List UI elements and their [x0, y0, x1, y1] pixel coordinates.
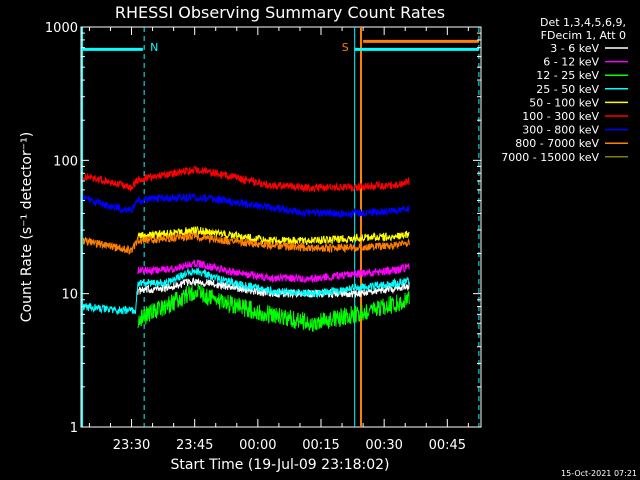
x-tick-label: 00:30 — [365, 438, 402, 453]
legend-label: 25 - 50 keV — [536, 83, 599, 96]
x-tick-label: 23:45 — [176, 438, 213, 453]
x-tick-label: 00:00 — [239, 438, 276, 453]
y-tick-label: 10 — [61, 288, 78, 303]
legend-label: 7000 - 15000 keV — [501, 151, 599, 164]
x-tick-label: 23:30 — [113, 438, 150, 453]
x-tick-label: 00:15 — [302, 438, 339, 453]
x-tick-label: 00:45 — [429, 438, 466, 453]
annotation-s: S — [342, 41, 349, 54]
x-axis-label: Start Time (19-Jul-09 23:18:02) — [170, 457, 389, 473]
legend-label: 50 - 100 keV — [529, 96, 599, 109]
series-4 — [137, 225, 410, 246]
series-1 — [137, 259, 410, 284]
legend-label: 800 - 7000 keV — [515, 137, 599, 150]
y-tick-label: 1 — [70, 421, 78, 436]
tick-layer: 23:30 23:45 00:00 00:15 00:30 00:45 1 10 100 1000 — [45, 21, 481, 453]
series-3 — [82, 266, 410, 316]
y-tick-label: 1000 — [45, 21, 78, 36]
y-axis-label: Count Rate (s⁻¹ detector⁻¹) — [19, 132, 35, 322]
legend-header-line: FDecim 1, Att 0 — [541, 29, 626, 42]
chart-title: RHESSI Observing Summary Count Rates — [115, 3, 445, 22]
plot-frame — [80, 26, 482, 428]
series-layer — [82, 165, 410, 332]
legend: Det 1,3,4,5,6,9,FDecim 1, Att 03 - 6 keV… — [501, 16, 628, 164]
annotation-n: N — [150, 41, 158, 54]
legend-header-line: Det 1,3,4,5,6,9, — [540, 16, 626, 29]
legend-label: 100 - 300 keV — [522, 110, 599, 123]
series-7 — [82, 231, 410, 255]
legend-label: 12 - 25 keV — [536, 69, 599, 82]
legend-label: 3 - 6 keV — [550, 42, 599, 55]
footer-timestamp: 15-Oct-2021 07:21 — [561, 469, 637, 478]
series-6 — [82, 192, 410, 219]
y-tick-label: 100 — [53, 154, 78, 169]
series-2 — [137, 283, 410, 332]
legend-label: 6 - 12 keV — [543, 56, 599, 69]
legend-label: 300 - 800 keV — [522, 124, 599, 137]
series-5 — [82, 165, 410, 193]
